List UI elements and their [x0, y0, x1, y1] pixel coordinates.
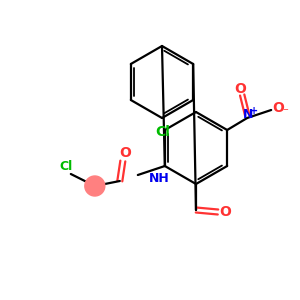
Text: Cl: Cl [59, 160, 72, 173]
Text: O: O [119, 146, 131, 160]
Text: ⁻: ⁻ [282, 107, 288, 117]
Text: +: + [250, 106, 258, 116]
Text: NH: NH [148, 172, 169, 185]
Text: N: N [243, 107, 254, 121]
Text: O: O [219, 205, 231, 219]
Text: O: O [272, 101, 284, 115]
Text: Cl: Cl [156, 125, 170, 139]
Circle shape [85, 176, 105, 196]
Text: O: O [234, 82, 246, 96]
